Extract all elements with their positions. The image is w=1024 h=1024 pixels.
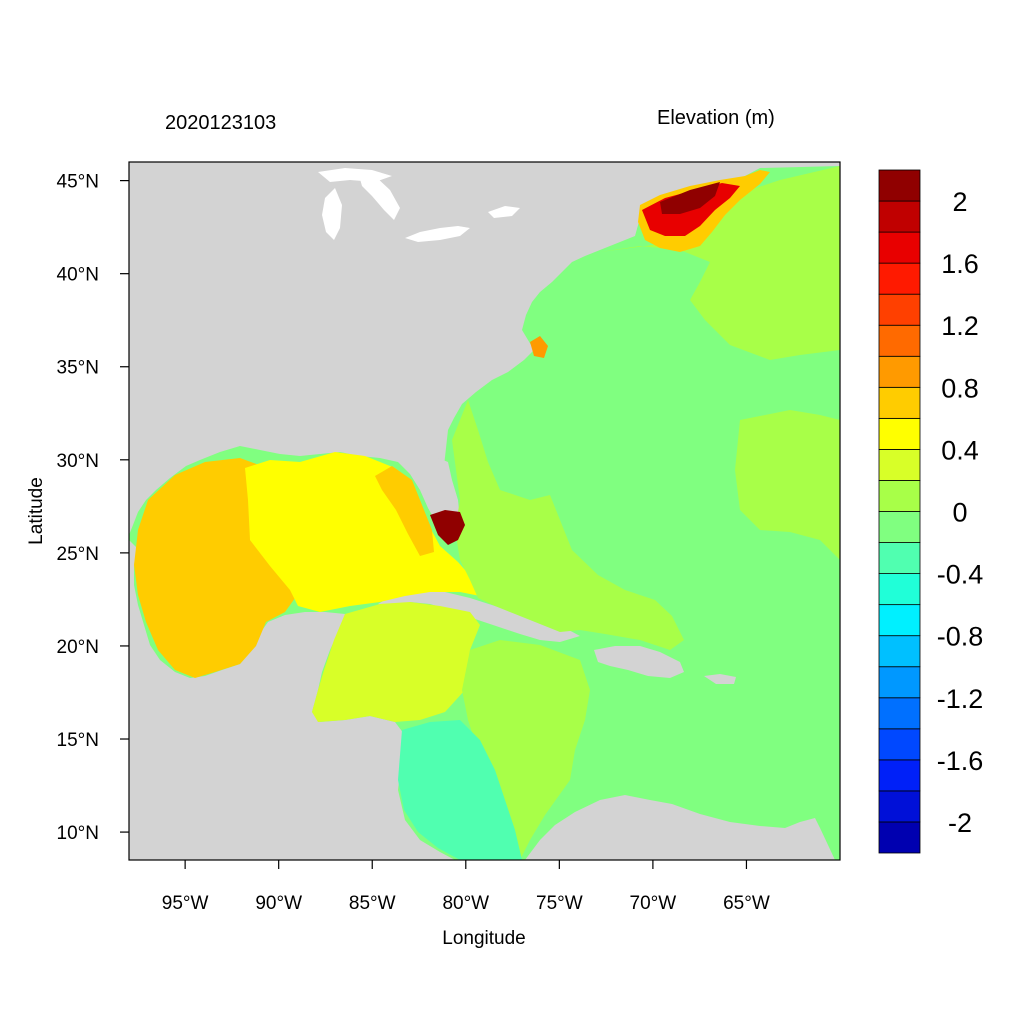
colorbar-label: 2 <box>952 187 967 217</box>
gulf-east-shelf <box>375 466 434 556</box>
y-axis-title: Latitude <box>26 477 47 545</box>
colorbar-label: -0.4 <box>937 560 984 590</box>
colorbar-swatch <box>878 511 921 543</box>
colorbar-swatch <box>878 449 921 481</box>
colorbar-swatch <box>878 200 921 233</box>
y-axis: 45°N 40°N 35°N 30°N 25°N 20°N 15°N 10°N <box>57 172 129 844</box>
plot-frame <box>128 161 841 861</box>
y-tick-label: 30°N <box>57 451 99 472</box>
great-lakes <box>318 168 520 242</box>
y-tick-label: 35°N <box>57 358 99 379</box>
caribbean-central-water <box>462 640 590 860</box>
y-tick-label: 40°N <box>57 265 99 286</box>
hispaniola-land <box>594 646 684 678</box>
colorbar-swatch <box>878 231 921 264</box>
colorbar-label: 0.8 <box>941 373 979 403</box>
north-america-land <box>129 162 840 536</box>
colorbar-swatch <box>878 169 921 202</box>
colorbar-label: -0.8 <box>937 622 984 652</box>
colorbar-swatch <box>878 635 921 668</box>
colorbar-swatch <box>878 604 921 637</box>
colorbar-swatch <box>878 262 921 295</box>
colorbar-label: 0.4 <box>941 435 979 465</box>
surge-bay-of-fundy <box>660 182 720 214</box>
colorbar-swatch <box>878 573 921 606</box>
colorbar-swatch <box>878 386 921 419</box>
y-tick-label: 25°N <box>57 544 99 565</box>
x-tick-label: 95°W <box>162 893 209 914</box>
y-tick-label: 15°N <box>57 730 99 751</box>
surge-outer-banks <box>530 336 548 358</box>
colorbar-swatch <box>878 417 921 450</box>
colorbar-label: -2 <box>948 808 972 838</box>
caribbean-west-water <box>312 602 480 722</box>
x-axis-title: Longitude <box>442 928 525 949</box>
caribbean-south-water <box>398 720 522 860</box>
y-tick-label: 45°N <box>57 172 99 193</box>
south-america-land <box>525 795 835 860</box>
colorbar-swatch <box>878 759 921 792</box>
colorbar-swatch <box>878 293 921 326</box>
surge-south-florida <box>430 510 465 545</box>
colorbar-label: -1.2 <box>937 684 984 714</box>
colorbar-swatch <box>878 790 921 823</box>
gulf-deep-water <box>134 458 298 678</box>
colorbar-swatch <box>878 542 921 574</box>
x-tick-label: 80°W <box>442 893 489 914</box>
colorbar-swatch <box>878 697 921 730</box>
atlantic-shelf-water <box>452 400 684 650</box>
colorbar-swatch <box>878 821 921 854</box>
colorbar-swatch <box>878 666 921 699</box>
colorbar-label: 1.6 <box>941 249 979 279</box>
colorbar-label: -1.6 <box>937 746 984 776</box>
gulf-mid-water <box>245 452 480 612</box>
colorbar-swatch <box>878 324 921 357</box>
x-tick-label: 90°W <box>255 893 302 914</box>
colorbar-label: 1.2 <box>941 311 979 341</box>
variable-title: Elevation (m) <box>657 107 775 129</box>
colorbar-swatch <box>878 728 921 761</box>
cuba-land <box>378 590 580 642</box>
y-tick-label: 10°N <box>57 823 99 844</box>
gulf-stream-east-water <box>735 410 840 560</box>
gulf-maine-water <box>600 166 840 360</box>
colorbar: -2 -1.6 -1.2 -0.8 -0.4 0 0.4 0.8 1.2 1.6 2 <box>878 169 984 854</box>
x-tick-label: 85°W <box>349 893 396 914</box>
x-tick-label: 65°W <box>723 893 770 914</box>
map-panel <box>129 162 840 860</box>
colorbar-swatch <box>878 480 921 512</box>
colorbar-swatch <box>878 355 921 388</box>
puerto-rico-land <box>704 674 736 684</box>
x-tick-label: 75°W <box>536 893 583 914</box>
mexico-land <box>129 540 455 860</box>
y-tick-label: 20°N <box>57 637 99 658</box>
x-axis: 95°W 90°W 85°W 80°W 75°W 70°W 65°W <box>162 860 770 914</box>
colorbar-label: 0 <box>952 498 967 528</box>
date-label: 2020123103 <box>165 112 277 134</box>
x-tick-label: 70°W <box>630 893 677 914</box>
